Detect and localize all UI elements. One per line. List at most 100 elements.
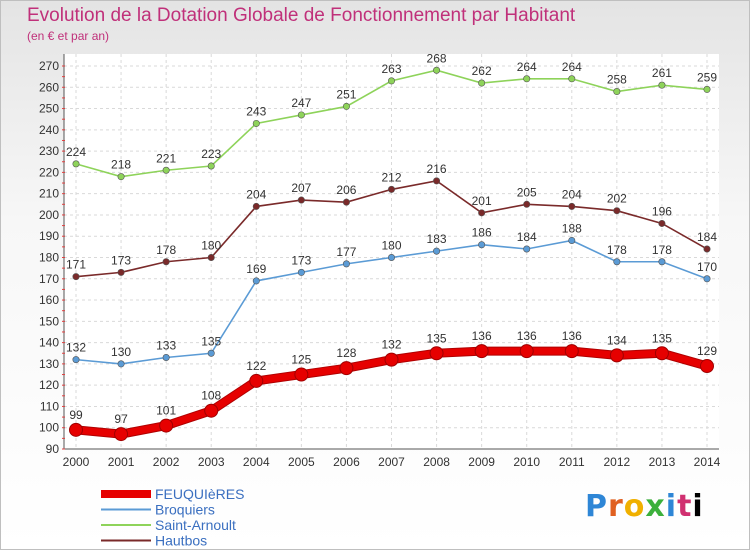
y-tick-label: 180 — [39, 251, 59, 265]
data-point-feuqui-res — [519, 344, 534, 359]
data-point-feuqui-res — [429, 346, 444, 361]
data-label-feuqui-res: 129 — [697, 344, 717, 358]
chart-subtitle: (en € et par an) — [27, 29, 110, 43]
data-label-broquiers: 183 — [427, 232, 447, 246]
logo-letter: t — [677, 489, 693, 524]
data-point-saint-arnoult — [117, 173, 125, 181]
data-point-saint-arnoult — [658, 81, 666, 89]
data-point-broquiers — [433, 247, 441, 255]
data-point-feuqui-res — [159, 418, 174, 433]
x-tick-label: 2010 — [513, 455, 540, 469]
x-tick-label: 2014 — [694, 455, 721, 469]
data-label-saint-arnoult: 261 — [652, 66, 672, 80]
data-label-saint-arnoult: 259 — [697, 70, 717, 84]
data-label-hautbos: 206 — [336, 183, 356, 197]
data-label-saint-arnoult: 262 — [472, 64, 492, 78]
data-label-broquiers: 184 — [517, 230, 537, 244]
data-label-feuqui-res: 135 — [427, 331, 447, 345]
data-label-hautbos: 202 — [607, 192, 627, 206]
data-label-saint-arnoult: 247 — [291, 96, 311, 110]
data-point-feuqui-res — [294, 367, 309, 382]
x-tick-label: 2013 — [649, 455, 676, 469]
data-label-hautbos: 212 — [381, 170, 401, 184]
data-point-broquiers — [613, 258, 621, 266]
data-point-broquiers — [478, 241, 486, 249]
data-label-hautbos: 205 — [517, 185, 537, 199]
y-tick-label: 110 — [40, 399, 59, 413]
data-point-saint-arnoult — [162, 166, 170, 174]
data-point-feuqui-res — [564, 344, 579, 359]
data-point-saint-arnoult — [703, 85, 711, 93]
data-point-feuqui-res — [384, 352, 399, 367]
data-point-broquiers — [297, 268, 305, 276]
data-label-saint-arnoult: 221 — [156, 151, 176, 165]
y-tick-label: 250 — [39, 102, 59, 116]
data-point-hautbos — [568, 202, 576, 210]
data-label-feuqui-res: 136 — [517, 329, 537, 343]
data-label-hautbos: 171 — [66, 258, 86, 272]
data-label-feuqui-res: 136 — [562, 329, 582, 343]
data-point-hautbos — [613, 207, 621, 215]
data-label-feuqui-res: 125 — [291, 353, 311, 367]
data-label-saint-arnoult: 264 — [562, 60, 582, 74]
data-point-saint-arnoult — [478, 79, 486, 87]
x-tick-label: 2002 — [153, 455, 180, 469]
legend-label-feuqui-res: FEUQUIèRES — [155, 486, 244, 502]
data-point-broquiers — [342, 260, 350, 268]
data-point-hautbos — [433, 177, 441, 185]
data-point-feuqui-res — [474, 344, 489, 359]
data-point-saint-arnoult — [342, 102, 350, 110]
data-label-broquiers: 180 — [381, 239, 401, 253]
data-point-saint-arnoult — [297, 111, 305, 119]
chart-title: Evolution de la Dotation Globale de Fonc… — [27, 5, 576, 26]
logo-letter: o — [623, 489, 646, 524]
logo-letter: x — [645, 489, 666, 524]
data-point-saint-arnoult — [252, 119, 260, 127]
data-label-saint-arnoult: 223 — [201, 147, 221, 161]
data-label-hautbos: 173 — [111, 253, 131, 267]
y-tick-label: 90 — [46, 442, 60, 456]
data-label-broquiers: 178 — [607, 243, 627, 257]
x-tick-label: 2004 — [243, 455, 270, 469]
x-tick-label: 2000 — [63, 455, 90, 469]
data-point-feuqui-res — [339, 361, 354, 376]
data-point-saint-arnoult — [207, 162, 215, 170]
data-label-broquiers: 132 — [66, 341, 86, 355]
x-tick-label: 2012 — [604, 455, 631, 469]
data-label-broquiers: 186 — [472, 226, 492, 240]
data-point-broquiers — [703, 275, 711, 283]
data-label-hautbos: 204 — [562, 187, 582, 201]
x-tick-label: 2005 — [288, 455, 315, 469]
data-label-hautbos: 184 — [697, 230, 717, 244]
data-label-hautbos: 178 — [156, 243, 176, 257]
data-point-broquiers — [252, 277, 260, 285]
data-label-broquiers: 188 — [562, 221, 582, 235]
data-label-feuqui-res: 99 — [69, 408, 83, 422]
data-label-hautbos: 204 — [246, 187, 266, 201]
data-label-broquiers: 177 — [336, 245, 356, 259]
data-point-broquiers — [162, 354, 170, 362]
data-label-feuqui-res: 134 — [607, 333, 627, 347]
data-point-hautbos — [72, 273, 80, 281]
data-point-saint-arnoult — [72, 160, 80, 168]
data-label-feuqui-res: 136 — [472, 329, 492, 343]
data-label-hautbos: 196 — [652, 204, 672, 218]
data-point-hautbos — [117, 268, 125, 276]
x-tick-label: 2008 — [423, 455, 450, 469]
logo-letter: P — [585, 489, 608, 524]
x-tick-label: 2007 — [378, 455, 405, 469]
y-tick-label: 100 — [39, 421, 59, 435]
data-label-hautbos: 207 — [291, 181, 311, 195]
data-label-saint-arnoult: 243 — [246, 104, 266, 118]
data-label-broquiers: 173 — [291, 253, 311, 267]
data-label-saint-arnoult: 251 — [336, 87, 356, 101]
data-point-saint-arnoult — [523, 75, 531, 83]
y-tick-label: 130 — [39, 357, 59, 371]
x-tick-label: 2011 — [559, 455, 585, 469]
data-label-saint-arnoult: 264 — [517, 60, 537, 74]
legend-label-hautbos: Hautbos — [155, 533, 207, 549]
x-tick-label: 2001 — [108, 455, 135, 469]
y-tick-label: 260 — [39, 80, 59, 94]
